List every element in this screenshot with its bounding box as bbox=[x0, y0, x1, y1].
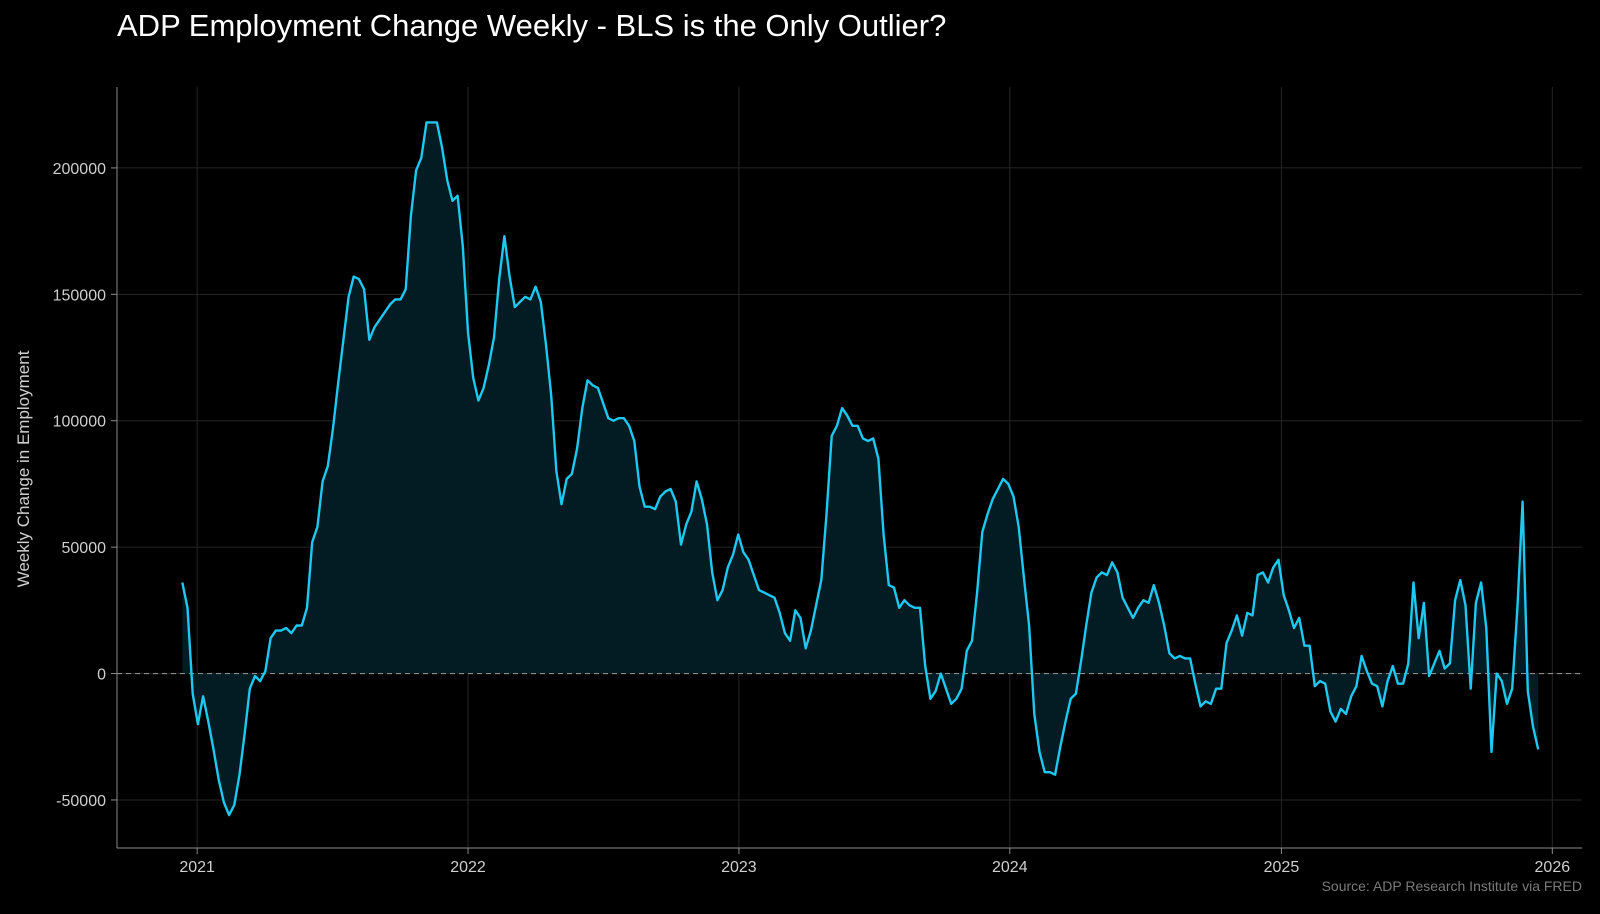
y-tick-label: 50000 bbox=[62, 540, 107, 557]
x-tick-label: 2022 bbox=[450, 859, 486, 876]
area-fill bbox=[182, 122, 1539, 816]
y-axis-title: Weekly Change in Employment bbox=[14, 350, 33, 587]
x-tick-label: 2021 bbox=[179, 859, 215, 876]
y-tick-label: 200000 bbox=[53, 161, 106, 178]
y-tick-label: 100000 bbox=[53, 414, 106, 431]
chart-title: ADP Employment Change Weekly - BLS is th… bbox=[117, 8, 947, 43]
x-tick-label: 2023 bbox=[721, 859, 757, 876]
y-tick-label: 0 bbox=[97, 667, 106, 684]
series-line bbox=[181, 121, 1540, 817]
y-tick-label: 150000 bbox=[53, 287, 106, 304]
series-layer bbox=[117, 121, 1582, 817]
x-tick-label: 2025 bbox=[1264, 859, 1300, 876]
x-tick-label: 2026 bbox=[1535, 859, 1571, 876]
tick-labels: -50000 0 50000 100000 150000 200000 2021 2022 20… bbox=[53, 161, 1571, 876]
source-note: Source: ADP Research Institute via FRED bbox=[1321, 878, 1582, 894]
y-tick-label: -50000 bbox=[56, 793, 106, 810]
x-tick-label: 2024 bbox=[992, 859, 1028, 876]
axes bbox=[111, 87, 1582, 854]
